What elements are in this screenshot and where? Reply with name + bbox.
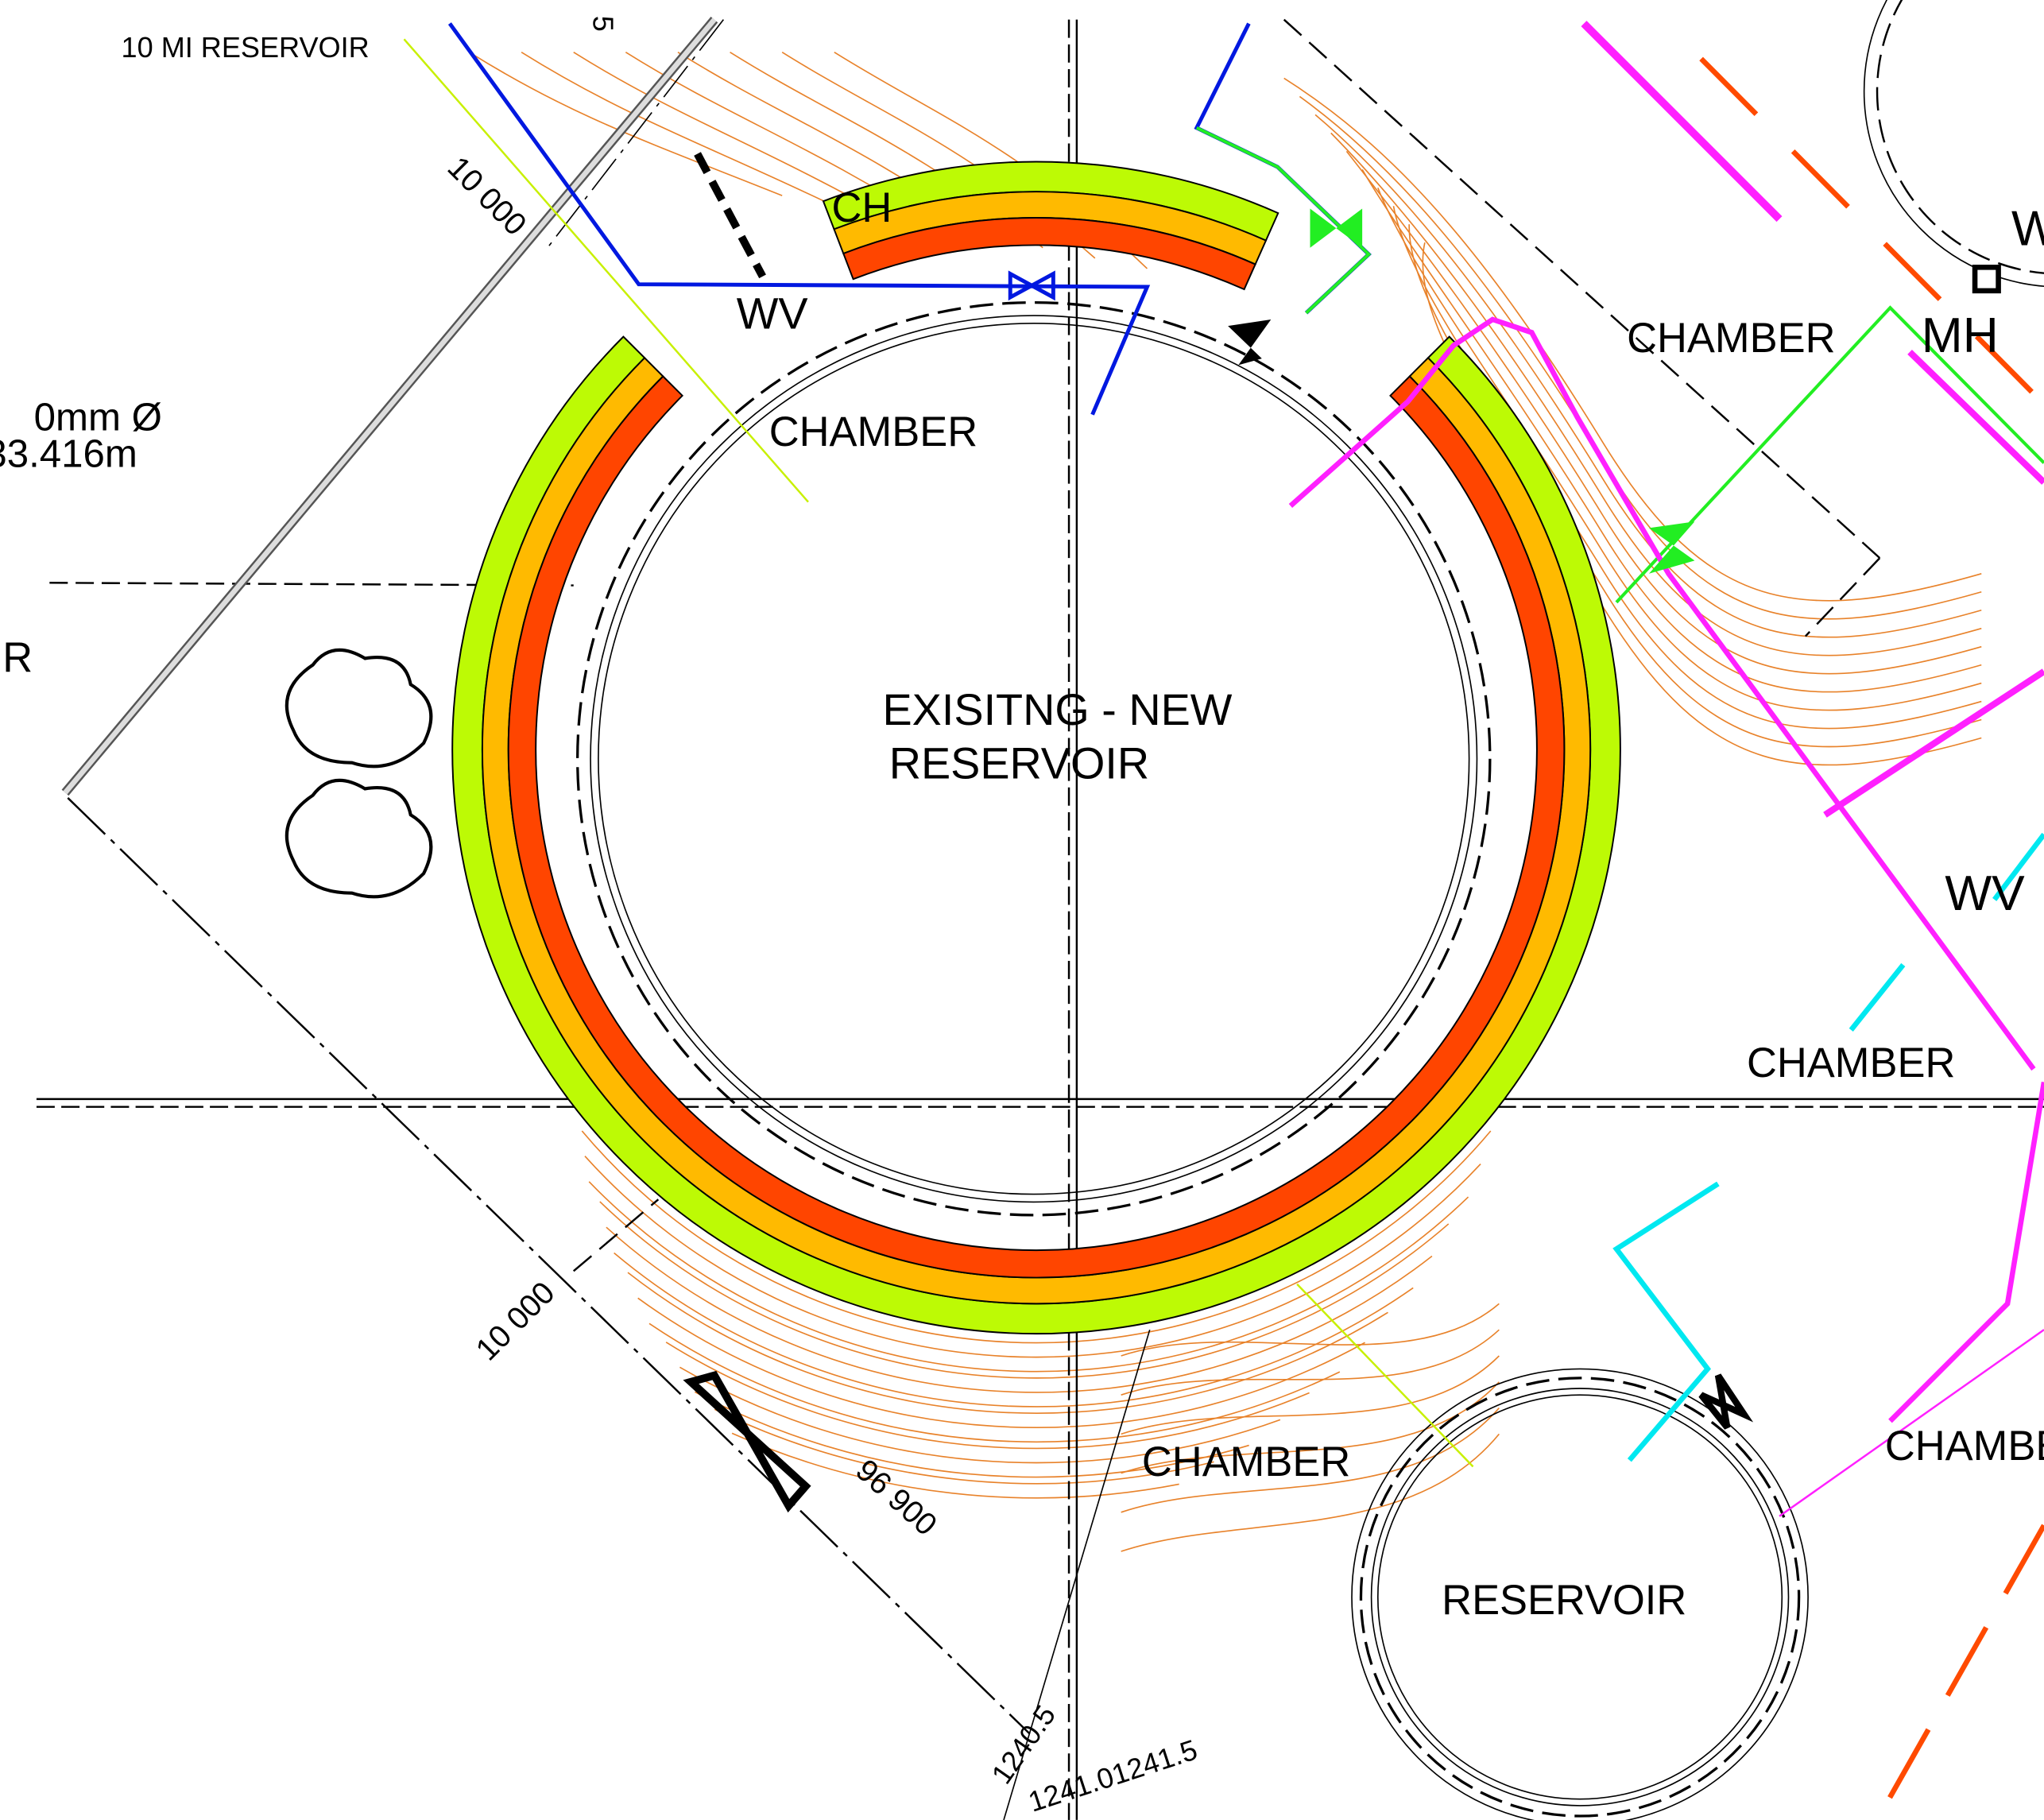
- background: [0, 0, 2044, 1820]
- label: 5: [586, 16, 619, 32]
- label: 10 MI RESERVOIR: [122, 31, 370, 64]
- label: CHAMBE: [1885, 1423, 2044, 1470]
- label: 233.416m: [0, 432, 137, 475]
- label: CHAMBER: [1142, 1439, 1350, 1485]
- site-plan: 10 MI RESERVOIR 10 000 10 000 CH WV CHAM…: [0, 0, 2044, 1820]
- label: RESERVOIR: [1442, 1577, 1686, 1624]
- label: R: [2, 634, 33, 681]
- label: W: [2011, 201, 2044, 256]
- label: CHAMBER: [769, 409, 977, 455]
- label: WV: [737, 288, 808, 338]
- label: CHAMBER: [1627, 315, 1835, 362]
- manhole: [1975, 267, 1999, 291]
- label: EXISITNG - NEW: [882, 685, 1232, 734]
- label: WV: [1945, 866, 2025, 921]
- label: RESERVOIR: [889, 738, 1149, 788]
- label: CH: [832, 184, 892, 231]
- label: CHAMBER: [1747, 1040, 1955, 1086]
- label: MH: [1922, 308, 1999, 363]
- page: 10 MI RESERVOIR 10 000 10 000 CH WV CHAM…: [0, 0, 2044, 1820]
